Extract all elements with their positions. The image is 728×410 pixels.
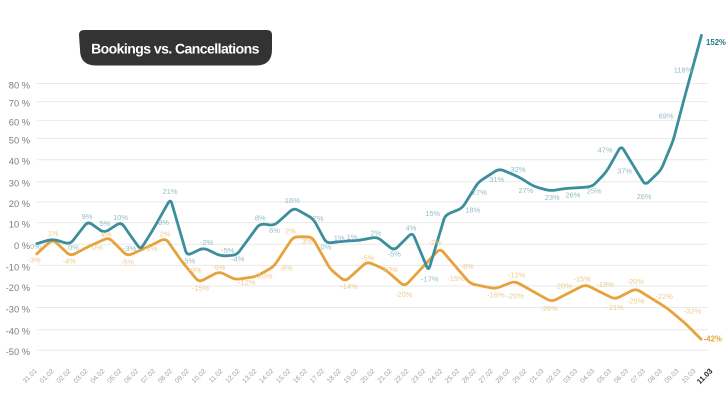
svg-text:-3%: -3% xyxy=(27,256,41,265)
svg-text:-8%: -8% xyxy=(279,264,293,273)
svg-text:1%: 1% xyxy=(334,233,345,242)
svg-text:23%: 23% xyxy=(545,193,560,202)
svg-text:-2%: -2% xyxy=(428,238,442,247)
svg-text:27%: 27% xyxy=(472,188,487,197)
svg-text:-15%: -15% xyxy=(447,274,465,283)
svg-text:-40 %: -40 % xyxy=(6,327,30,337)
svg-text:-20%: -20% xyxy=(554,281,572,290)
svg-text:7%: 7% xyxy=(313,214,324,223)
svg-text:1%: 1% xyxy=(347,233,358,242)
svg-text:-5%: -5% xyxy=(388,250,402,259)
svg-text:-5%: -5% xyxy=(221,246,235,255)
svg-text:20 %: 20 % xyxy=(9,199,30,209)
svg-text:4%: 4% xyxy=(101,230,112,239)
svg-text:25%: 25% xyxy=(587,187,602,196)
svg-text:-14%: -14% xyxy=(340,282,358,291)
svg-text:-5%: -5% xyxy=(121,258,135,267)
svg-text:26%: 26% xyxy=(565,190,580,199)
svg-text:8%: 8% xyxy=(255,214,266,223)
svg-text:10 %: 10 % xyxy=(9,220,30,230)
svg-text:16%: 16% xyxy=(285,196,300,205)
svg-text:0%: 0% xyxy=(320,243,331,252)
svg-text:-15%: -15% xyxy=(192,284,210,293)
svg-text:6%: 6% xyxy=(269,226,280,235)
svg-text:-19%: -19% xyxy=(596,280,614,289)
svg-text:-26%: -26% xyxy=(540,304,558,313)
svg-text:30 %: 30 % xyxy=(9,179,30,189)
svg-text:-1%: -1% xyxy=(144,244,158,253)
svg-text:-10 %: -10 % xyxy=(6,262,30,272)
svg-text:80 %: 80 % xyxy=(9,80,30,90)
svg-text:-20 %: -20 % xyxy=(6,283,30,293)
svg-text:0 %: 0 % xyxy=(14,241,30,251)
svg-text:-22%: -22% xyxy=(655,292,673,301)
svg-text:-8%: -8% xyxy=(461,262,475,271)
svg-text:-9%: -9% xyxy=(188,266,202,275)
svg-text:-32%: -32% xyxy=(684,307,702,316)
svg-text:2%: 2% xyxy=(285,226,296,235)
svg-text:10%: 10% xyxy=(113,213,128,222)
svg-text:-20%: -20% xyxy=(507,291,525,300)
svg-text:32%: 32% xyxy=(510,165,525,174)
svg-text:-12%: -12% xyxy=(238,278,256,287)
svg-text:-21%: -21% xyxy=(606,303,624,312)
svg-text:60 %: 60 % xyxy=(9,118,30,128)
svg-text:0%: 0% xyxy=(30,242,41,251)
svg-text:-16%: -16% xyxy=(487,290,505,299)
svg-text:-2%: -2% xyxy=(200,238,214,247)
svg-text:-42%: -42% xyxy=(704,335,722,344)
svg-text:-9%: -9% xyxy=(212,263,226,272)
svg-text:-15%: -15% xyxy=(573,274,591,283)
svg-text:21%: 21% xyxy=(162,187,177,196)
svg-text:50 %: 50 % xyxy=(9,135,30,145)
svg-text:3%: 3% xyxy=(302,236,313,245)
svg-text:37%: 37% xyxy=(617,167,632,176)
svg-text:-20%: -20% xyxy=(627,277,645,286)
svg-text:40 %: 40 % xyxy=(9,157,30,167)
svg-text:2%: 2% xyxy=(159,230,170,239)
svg-text:Bookings vs. Cancellations: Bookings vs. Cancellations xyxy=(91,40,260,56)
svg-text:-5%: -5% xyxy=(361,253,375,262)
svg-text:-10%: -10% xyxy=(380,265,398,274)
svg-text:-20%: -20% xyxy=(395,290,413,299)
svg-text:-12%: -12% xyxy=(508,271,526,280)
svg-text:1%: 1% xyxy=(48,229,59,238)
svg-text:27%: 27% xyxy=(518,186,533,195)
svg-text:-4%: -4% xyxy=(63,257,77,266)
svg-text:15%: 15% xyxy=(425,209,440,218)
svg-text:8%: 8% xyxy=(158,218,169,227)
svg-text:4%: 4% xyxy=(406,223,417,232)
svg-text:-3%: -3% xyxy=(123,244,137,253)
svg-text:0%: 0% xyxy=(92,243,103,252)
svg-text:47%: 47% xyxy=(597,146,612,155)
svg-text:118%: 118% xyxy=(674,66,693,75)
svg-text:69%: 69% xyxy=(658,111,673,120)
svg-text:-30 %: -30 % xyxy=(6,304,30,314)
svg-text:5%: 5% xyxy=(99,219,110,228)
svg-text:-17%: -17% xyxy=(421,275,439,284)
svg-text:2%: 2% xyxy=(370,228,381,237)
svg-text:-4%: -4% xyxy=(231,255,245,264)
svg-text:0%: 0% xyxy=(68,243,79,252)
svg-text:9%: 9% xyxy=(82,212,93,221)
svg-text:-25%: -25% xyxy=(627,297,645,306)
svg-text:70 %: 70 % xyxy=(9,99,30,109)
svg-text:-5%: -5% xyxy=(182,257,196,266)
svg-text:26%: 26% xyxy=(637,192,652,201)
svg-text:31%: 31% xyxy=(489,175,504,184)
svg-text:-50 %: -50 % xyxy=(6,347,30,357)
svg-text:18%: 18% xyxy=(465,206,480,215)
svg-text:-10%: -10% xyxy=(255,272,273,281)
svg-text:152%: 152% xyxy=(706,38,726,47)
